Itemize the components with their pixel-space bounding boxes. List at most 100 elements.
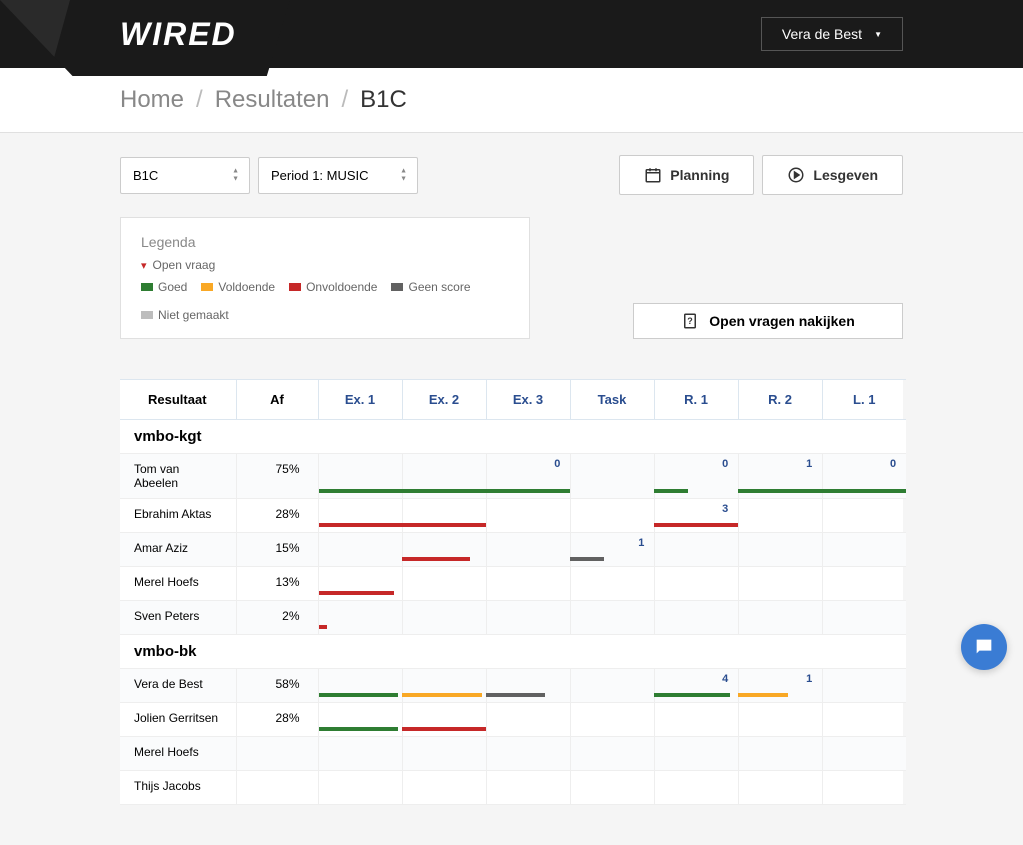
col-divider xyxy=(570,601,571,634)
legend-box: Legenda ▾ Open vraag Goed Voldoende Onvo… xyxy=(120,217,530,339)
col-divider xyxy=(822,737,823,770)
student-pct xyxy=(236,771,318,805)
progress-bar xyxy=(402,693,482,697)
progress-bar xyxy=(319,489,571,493)
col-divider xyxy=(570,737,571,770)
student-row[interactable]: Jolien Gerritsen28% xyxy=(120,703,906,737)
legend-title: Legenda xyxy=(141,234,509,250)
col-divider xyxy=(738,533,739,566)
col-divider xyxy=(402,601,403,634)
bars-wrap xyxy=(319,601,907,634)
col-divider xyxy=(570,454,571,498)
col-divider xyxy=(654,601,655,634)
bars-wrap: 3 xyxy=(319,499,907,532)
col-divider xyxy=(822,601,823,634)
student-bars-cell xyxy=(318,567,906,601)
col-divider xyxy=(402,499,403,532)
chat-button[interactable] xyxy=(961,624,1007,670)
period-select[interactable]: Period 1: MUSIC ▲▼ xyxy=(258,157,418,194)
bars-wrap xyxy=(319,567,907,600)
col-divider xyxy=(486,703,487,736)
student-row[interactable]: Sven Peters2% xyxy=(120,601,906,635)
legend-onvoldoende: Onvoldoende xyxy=(289,280,377,294)
th-ex3[interactable]: Ex. 3 xyxy=(486,380,570,420)
user-name: Vera de Best xyxy=(782,26,862,42)
planning-label: Planning xyxy=(670,167,729,183)
open-questions-label: Open vragen nakijken xyxy=(709,313,855,329)
top-header: WIRED Vera de Best xyxy=(0,0,1023,68)
count-label: 1 xyxy=(806,458,812,470)
th-af: Af xyxy=(236,380,318,420)
student-pct: 75% xyxy=(236,454,318,499)
open-questions-button[interactable]: ? Open vragen nakijken xyxy=(633,303,903,339)
th-l1[interactable]: L. 1 xyxy=(822,380,906,420)
legend-colors: Goed Voldoende Onvoldoende Geen score Ni… xyxy=(141,280,509,322)
legend-openvraag: ▾ Open vraag xyxy=(141,258,509,272)
count-label: 0 xyxy=(722,458,728,470)
breadcrumb-resultaten[interactable]: Resultaten xyxy=(215,86,330,114)
th-task[interactable]: Task xyxy=(570,380,654,420)
th-ex2[interactable]: Ex. 2 xyxy=(402,380,486,420)
student-name: Merel Hoefs xyxy=(120,567,236,601)
col-divider xyxy=(402,533,403,566)
student-name: Ebrahim Aktas xyxy=(120,499,236,533)
th-ex1[interactable]: Ex. 1 xyxy=(318,380,402,420)
student-name: Thijs Jacobs xyxy=(120,771,236,805)
breadcrumb-current: B1C xyxy=(360,86,407,114)
student-row[interactable]: Ebrahim Aktas28% 3 xyxy=(120,499,906,533)
col-divider xyxy=(402,703,403,736)
bookmark-icon: ▾ xyxy=(141,259,147,272)
progress-bar xyxy=(654,523,738,527)
class-select[interactable]: B1C ▲▼ xyxy=(120,157,250,194)
select-arrows-icon: ▲▼ xyxy=(400,168,407,183)
col-divider xyxy=(570,533,571,566)
th-r2[interactable]: R. 2 xyxy=(738,380,822,420)
col-divider xyxy=(738,567,739,600)
student-name: Sven Peters xyxy=(120,601,236,635)
brand-logo[interactable]: WIRED xyxy=(120,16,237,53)
group-name: vmbo-bk xyxy=(120,635,906,669)
count-label: 3 xyxy=(722,503,728,515)
select-arrows-icon: ▲▼ xyxy=(232,168,239,183)
progress-bar xyxy=(402,727,486,731)
student-pct: 28% xyxy=(236,499,318,533)
breadcrumb-separator: / xyxy=(196,86,203,114)
student-row[interactable]: Merel Hoefs13% xyxy=(120,567,906,601)
col-divider xyxy=(654,771,655,804)
student-row[interactable]: Amar Aziz15%1 xyxy=(120,533,906,567)
bars-wrap xyxy=(319,703,907,736)
bars-wrap: 1 xyxy=(319,533,907,566)
student-bars-cell xyxy=(318,737,906,771)
progress-bar xyxy=(319,625,327,629)
student-row[interactable]: Thijs Jacobs xyxy=(120,771,906,805)
group-header-row: vmbo-kgt xyxy=(120,420,906,454)
count-label: 4 xyxy=(722,673,728,685)
user-dropdown[interactable]: Vera de Best xyxy=(761,17,903,51)
planning-button[interactable]: Planning xyxy=(619,155,754,195)
col-divider xyxy=(654,567,655,600)
student-bars-cell xyxy=(318,771,906,805)
calendar-icon xyxy=(644,166,662,184)
student-row[interactable]: Tom van Abeelen75%0010 xyxy=(120,454,906,499)
student-row[interactable]: Merel Hoefs xyxy=(120,737,906,771)
col-divider xyxy=(738,499,739,532)
results-table: Resultaat Af Ex. 1 Ex. 2 Ex. 3 Task R. 1… xyxy=(120,379,906,805)
col-divider xyxy=(822,771,823,804)
progress-bar xyxy=(319,523,487,527)
bars-wrap xyxy=(319,737,907,770)
col-divider xyxy=(402,771,403,804)
student-bars-cell: 1 xyxy=(318,533,906,567)
breadcrumb-separator: / xyxy=(341,86,348,114)
student-pct xyxy=(236,737,318,771)
col-divider xyxy=(654,737,655,770)
col-divider xyxy=(822,703,823,736)
results-table-container: Resultaat Af Ex. 1 Ex. 2 Ex. 3 Task R. 1… xyxy=(120,379,903,805)
student-pct: 28% xyxy=(236,703,318,737)
lesgeven-button[interactable]: Lesgeven xyxy=(762,155,903,195)
student-bars-cell xyxy=(318,703,906,737)
th-r1[interactable]: R. 1 xyxy=(654,380,738,420)
swatch-lightgray xyxy=(141,311,153,319)
toolbar-actions: Planning Lesgeven xyxy=(619,155,903,195)
count-label: 1 xyxy=(806,673,812,685)
breadcrumb-home[interactable]: Home xyxy=(120,86,184,114)
